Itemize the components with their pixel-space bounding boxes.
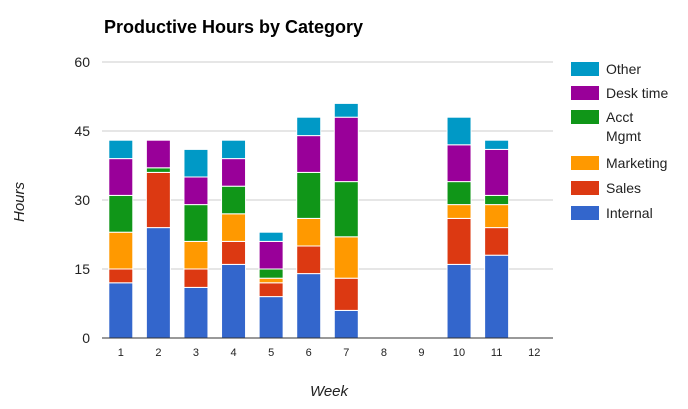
bar-segment bbox=[145, 167, 171, 173]
x-tick-label: 12 bbox=[528, 347, 540, 359]
gridlines bbox=[102, 61, 553, 270]
bar-segment bbox=[446, 204, 472, 219]
bar-segment bbox=[258, 282, 284, 298]
bar-segment bbox=[296, 273, 322, 339]
bar-segment bbox=[484, 204, 510, 229]
bar-segment bbox=[108, 282, 134, 339]
y-tick-label: 45 bbox=[74, 123, 90, 139]
bar-segment bbox=[333, 181, 359, 238]
legend-label: Desk time bbox=[606, 85, 668, 101]
bar-segment bbox=[296, 135, 322, 173]
legend-swatch bbox=[571, 156, 599, 170]
bar-segment bbox=[221, 213, 247, 242]
y-axis-label: Hours bbox=[11, 181, 28, 222]
bar-segment bbox=[446, 217, 472, 265]
x-axis-label: Week bbox=[310, 383, 350, 400]
bar-segment bbox=[183, 286, 209, 339]
bar-segment bbox=[296, 171, 322, 219]
legend-swatch bbox=[571, 110, 599, 124]
x-tick-label: 4 bbox=[230, 347, 236, 359]
y-tick-label: 30 bbox=[74, 192, 90, 208]
legend-swatch bbox=[571, 86, 599, 100]
bar-segment bbox=[258, 231, 284, 242]
bar-segment bbox=[221, 185, 247, 215]
bar-segment bbox=[333, 236, 359, 279]
bar-segment bbox=[108, 139, 134, 160]
x-tick-label: 11 bbox=[491, 347, 502, 359]
bar-segment bbox=[108, 194, 134, 233]
bar-segment bbox=[145, 227, 171, 339]
y-tick-label: 0 bbox=[82, 330, 90, 346]
bar-segment bbox=[446, 144, 472, 183]
bar-segment bbox=[258, 240, 284, 270]
legend-swatch bbox=[571, 181, 599, 195]
legend-label: Internal bbox=[606, 205, 653, 221]
x-tick-label: 2 bbox=[155, 347, 161, 359]
y-tick-label: 15 bbox=[74, 261, 90, 277]
bar-segment bbox=[183, 176, 209, 206]
legend-label: Sales bbox=[606, 180, 641, 196]
bar-segment bbox=[333, 116, 359, 183]
bar-segment bbox=[333, 102, 359, 118]
x-tick-label: 7 bbox=[343, 347, 349, 359]
legend-label: Other bbox=[606, 61, 641, 77]
x-tick-label: 6 bbox=[306, 347, 312, 359]
bar-segment bbox=[446, 116, 472, 146]
bar-segment bbox=[108, 268, 134, 284]
bar-segment bbox=[183, 204, 209, 242]
y-tick-label: 60 bbox=[74, 54, 90, 70]
x-tick-label: 9 bbox=[418, 347, 424, 359]
bar-area bbox=[108, 102, 510, 339]
x-tick-label: 5 bbox=[268, 347, 274, 359]
bar-segment bbox=[183, 240, 209, 270]
bar-segment bbox=[333, 277, 359, 311]
bar-segment bbox=[221, 139, 247, 160]
x-tick-label: 3 bbox=[193, 347, 199, 359]
bar-segment bbox=[183, 268, 209, 288]
bar-segment bbox=[484, 227, 510, 256]
bar-segment bbox=[108, 158, 134, 196]
x-axis-ticks: 1 2 3 4 5 6 7 8 9 10 11 12 bbox=[118, 347, 541, 359]
bar-segment bbox=[258, 277, 284, 284]
legend-label: Acct Mgmt bbox=[606, 109, 641, 144]
bar-segment bbox=[333, 309, 359, 339]
bar-segment bbox=[221, 240, 247, 265]
bar-segment bbox=[296, 217, 322, 247]
bar-segment bbox=[108, 231, 134, 270]
y-axis-ticks: 0 15 30 45 60 bbox=[74, 54, 90, 346]
x-tick-label: 8 bbox=[381, 347, 387, 359]
bar-segment bbox=[484, 139, 510, 150]
legend-label: Marketing bbox=[606, 155, 667, 171]
bar-segment bbox=[221, 263, 247, 339]
bar-segment bbox=[446, 263, 472, 339]
bar-segment bbox=[296, 116, 322, 137]
bar-segment bbox=[446, 181, 472, 206]
bar-segment bbox=[484, 148, 510, 196]
bar-segment bbox=[183, 148, 209, 178]
x-tick-label: 1 bbox=[118, 347, 124, 359]
bar-segment bbox=[258, 268, 284, 279]
bar-segment bbox=[145, 139, 171, 169]
x-tick-label: 10 bbox=[453, 347, 465, 359]
bar-segment bbox=[221, 158, 247, 187]
bar-segment bbox=[296, 245, 322, 275]
bar-segment bbox=[145, 171, 171, 229]
legend-swatch bbox=[571, 206, 599, 220]
legend-swatch bbox=[571, 62, 599, 76]
bar-segment bbox=[484, 254, 510, 339]
legend: Other Desk time Acct Mgmt Marketing Sales Inte… bbox=[571, 61, 668, 221]
bar-segment bbox=[484, 194, 510, 206]
chart-title: Productive Hours by Category bbox=[104, 17, 363, 37]
bar-segment bbox=[258, 296, 284, 339]
